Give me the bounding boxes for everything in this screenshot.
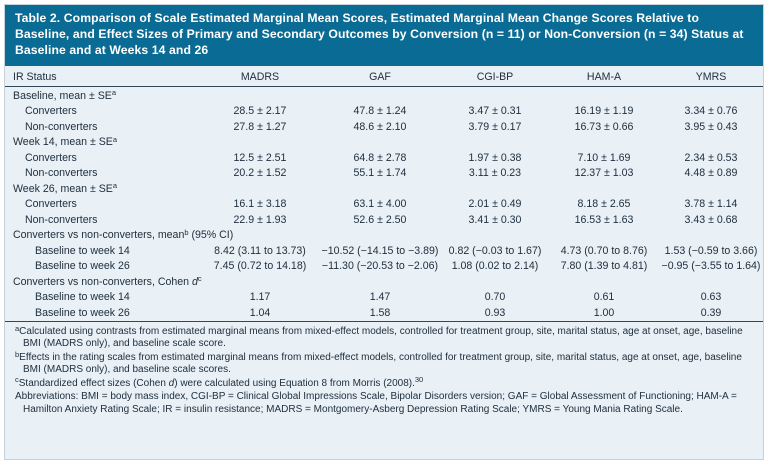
table-row: Converters 16.1 ± 3.18 63.1 ± 4.00 2.01 ± 0… [5, 197, 763, 213]
cell-value: 2.34 ± 0.53 [684, 151, 738, 164]
table-row: Baseline to week 14 8.42 (3.11 to 13.73) −… [5, 244, 763, 260]
cell-value: 1.47 [369, 291, 391, 304]
cell-value: 0.82 (−0.03 to 1.67) [448, 244, 542, 257]
table-row: Non-converters 27.8 ± 1.27 48.6 ± 2.10 3.79… [5, 120, 763, 136]
column-header-gaf: GAF [319, 65, 441, 87]
table-row: Converters 28.5 ± 2.17 47.8 ± 1.24 3.47 ± 0… [5, 104, 763, 120]
row-label: Converters vs non-converters, meanb (95%… [13, 227, 234, 242]
cell-value: 22.9 ± 1.93 [233, 213, 287, 226]
section-row: Week 26, mean ± SEa [5, 182, 763, 198]
row-label: Baseline to week 26 [35, 306, 130, 319]
table-2-card: Table 2. Comparison of Scale Estimated M… [4, 4, 764, 460]
cell-value: 1.58 [369, 306, 391, 319]
footnote-4: Abbreviations: BMI = body mass index, CG… [15, 391, 737, 415]
footnote-1: aCalculated using contrasts from estimat… [15, 323, 743, 350]
cell-value: −10.52 (−14.15 to −3.89) [321, 244, 439, 257]
cell-value: 16.73 ± 0.66 [574, 120, 634, 133]
results-table: IR Status MADRS GAF CGI-BP HAM-A YMRS Baselin… [5, 65, 763, 322]
row-label: Non-converters [25, 167, 98, 180]
cell-value: 7.10 ± 1.69 [577, 151, 631, 164]
cell-value: 3.34 ± 0.76 [684, 105, 738, 118]
footnote-3: cStandardized effect sizes (Cohen d) wer… [15, 375, 424, 389]
table-row: Baseline to week 14 1.17 1.47 0.70 0.61 0.63 [5, 290, 763, 306]
cell-value: −11.30 (−20.53 to −2.06) [321, 260, 439, 273]
cell-value: 48.6 ± 2.10 [353, 120, 407, 133]
section-row: Week 14, mean ± SEa [5, 135, 763, 151]
cell-value: 1.00 [593, 306, 615, 319]
row-label: Baseline to week 14 [35, 244, 130, 257]
column-header-cgi-bp: CGI-BP [441, 65, 549, 87]
section-row: Converters vs non-converters, Cohen dc [5, 275, 763, 291]
cell-value: 0.93 [484, 306, 506, 319]
cell-value: −0.95 (−3.55 to 1.64) [661, 260, 761, 273]
cell-value: 63.1 ± 4.00 [353, 198, 407, 211]
cell-value: 12.37 ± 1.03 [574, 167, 634, 180]
cell-value: 3.11 ± 0.23 [468, 167, 522, 180]
cell-value: 4.73 (0.70 to 8.76) [560, 244, 648, 257]
footnote-2: bEffects in the rating scales from estim… [15, 349, 742, 376]
table-body: Baseline, mean ± SEa Converters 28.5 ± 2.1… [5, 86, 763, 321]
cell-value: 3.79 ± 0.17 [468, 120, 522, 133]
table-title: Table 2. Comparison of Scale Estimated M… [5, 5, 763, 66]
table-row: Non-converters 20.2 ± 1.52 55.1 ± 1.74 3.11… [5, 166, 763, 182]
cell-value: 3.95 ± 0.43 [684, 120, 738, 133]
cell-value: 1.04 [249, 306, 271, 319]
row-label: Week 26, mean ± SEa [13, 181, 118, 195]
row-label: Converters [25, 105, 77, 118]
column-header-ham-a: HAM-A [549, 65, 659, 87]
cell-value: 52.6 ± 2.50 [353, 213, 407, 226]
cell-value: 1.08 (0.02 to 2.14) [451, 260, 539, 273]
cell-value: 1.53 (−0.59 to 3.66) [664, 244, 758, 257]
table-row: Non-converters 22.9 ± 1.93 52.6 ± 2.50 3.41… [5, 213, 763, 229]
cell-value: 16.53 ± 1.63 [574, 213, 634, 226]
cell-value: 0.61 [593, 291, 615, 304]
cell-value: 3.78 ± 1.14 [684, 198, 738, 211]
cell-value: 1.97 ± 0.38 [468, 151, 522, 164]
row-label: Converters [25, 151, 77, 164]
row-label: Week 14, mean ± SEa [13, 134, 118, 149]
cell-value: 2.01 ± 0.49 [468, 198, 522, 211]
row-label: Converters vs non-converters, Cohen dc [13, 274, 202, 288]
cell-value: 3.47 ± 0.31 [468, 105, 522, 118]
row-label: Baseline, mean ± SEa [13, 88, 117, 102]
cell-value: 0.39 [700, 306, 722, 319]
cell-value: 7.45 (0.72 to 14.18) [213, 260, 307, 273]
column-header-ymrs: YMRS [659, 65, 763, 87]
row-label: Baseline to week 14 [35, 291, 130, 304]
cell-value: 12.5 ± 2.51 [233, 151, 287, 164]
column-header-madrs: MADRS [201, 65, 319, 87]
column-header-ir-status: IR Status [5, 65, 201, 87]
table-row: Converters 12.5 ± 2.51 64.8 ± 2.78 1.97 ± 0… [5, 151, 763, 167]
table-row: Baseline to week 26 7.45 (0.72 to 14.18) −… [5, 259, 763, 275]
footnotes: aCalculated using contrasts from estimat… [5, 321, 763, 459]
cell-value: 3.43 ± 0.68 [684, 213, 738, 226]
cell-value: 47.8 ± 1.24 [353, 105, 407, 118]
row-label: Baseline to week 26 [35, 260, 130, 273]
section-row: Converters vs non-converters, meanb (95%… [5, 228, 763, 244]
cell-value: 3.41 ± 0.30 [468, 213, 522, 226]
cell-value: 0.63 [700, 291, 722, 304]
header-row: IR Status MADRS GAF CGI-BP HAM-A YMRS [5, 65, 763, 87]
cell-value: 64.8 ± 2.78 [353, 151, 407, 164]
cell-value: 8.42 (3.11 to 13.73) [214, 244, 306, 257]
row-label: Converters [25, 198, 77, 211]
cell-value: 28.5 ± 2.17 [233, 105, 287, 118]
cell-value: 4.48 ± 0.89 [684, 167, 738, 180]
cell-value: 0.70 [484, 291, 506, 304]
cell-value: 16.1 ± 3.18 [233, 198, 287, 211]
table-row: Baseline to week 26 1.04 1.58 0.93 1.00 0.39 [5, 306, 763, 322]
row-label: Non-converters [25, 213, 98, 226]
cell-value: 55.1 ± 1.74 [353, 167, 407, 180]
cell-value: 16.19 ± 1.19 [574, 105, 634, 118]
row-label: Non-converters [25, 120, 98, 133]
cell-value: 8.18 ± 2.65 [577, 198, 631, 211]
cell-value: 20.2 ± 1.52 [233, 167, 287, 180]
cell-value: 27.8 ± 1.27 [233, 120, 287, 133]
cell-value: 7.80 (1.39 to 4.81) [560, 260, 648, 273]
cell-value: 1.17 [249, 291, 271, 304]
section-row: Baseline, mean ± SEa [5, 86, 763, 104]
